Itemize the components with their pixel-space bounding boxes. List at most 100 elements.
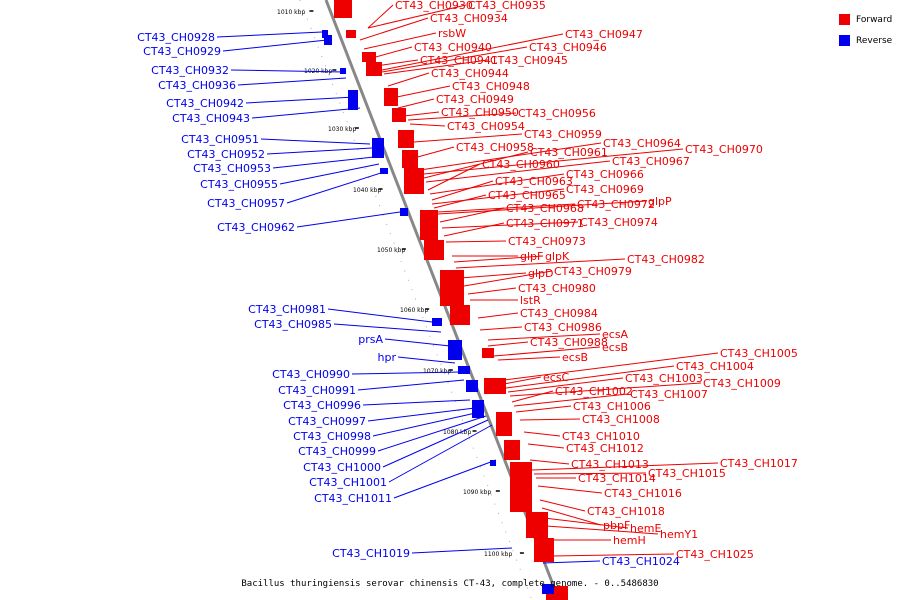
forward-leader-line <box>531 462 719 471</box>
reverse-gene-block <box>324 35 332 45</box>
forward-gene-label: CT43_CH0963 <box>495 175 573 188</box>
forward-gene-label: ecsA <box>602 328 629 341</box>
reverse-gene-label: CT43_CH0962 <box>217 221 295 234</box>
forward-gene-label: ecsB <box>562 351 588 364</box>
forward-gene-label: CT43_CH0949 <box>436 93 514 106</box>
reverse-leader-line <box>388 424 493 483</box>
reverse-gene-label: CT43_CH0952 <box>187 148 265 161</box>
reverse-leader-line <box>279 163 380 185</box>
forward-leader-line <box>539 499 586 512</box>
reverse-leader-line <box>327 308 433 323</box>
forward-gene-label: CT43_CH0948 <box>452 80 530 93</box>
reverse-leader-line <box>384 338 451 347</box>
forward-gene-block <box>450 305 470 325</box>
forward-leader-line <box>387 72 430 87</box>
forward-gene-block <box>334 0 352 18</box>
forward-gene-label: CT43_CH0971 <box>506 217 584 230</box>
forward-gene-label: pbpF <box>603 519 630 532</box>
reverse-gene-label: CT43_CH0951 <box>181 133 259 146</box>
reverse-leader-line <box>382 419 489 468</box>
forward-gene-block <box>420 210 438 240</box>
forward-leader-line <box>537 485 603 494</box>
forward-leader-line <box>375 59 419 67</box>
forward-gene-block <box>424 240 444 260</box>
reverse-leader-line <box>260 138 371 145</box>
forward-gene-label: CT43_CH0970 <box>685 143 763 156</box>
forward-gene-label: CT43_CH0965 <box>488 189 566 202</box>
reverse-gene-label: CT43_CH0996 <box>283 399 361 412</box>
reverse-gene-label: hpr <box>378 351 397 364</box>
forward-gene-block <box>504 440 520 460</box>
forward-leader-line <box>511 390 554 403</box>
forward-leader-line <box>397 98 435 109</box>
gene-features <box>322 0 568 600</box>
forward-gene-label: CT43_CH0954 <box>447 120 525 133</box>
scale-label: 1060 kbp <box>400 307 428 314</box>
scale-label: 1050 kbp <box>377 247 405 254</box>
forward-gene-label: CT43_CH1003 <box>625 372 703 385</box>
reverse-gene-label: CT43_CH0929 <box>143 45 221 58</box>
forward-leader-line <box>439 207 505 223</box>
reverse-gene-block <box>490 460 496 466</box>
forward-gene-label: CT43_CH1014 <box>578 472 656 485</box>
forward-gene-label: CT43_CH0967 <box>612 155 690 168</box>
forward-gene-label: CT43_CH0960 <box>482 158 560 171</box>
reverse-leader-line <box>272 156 375 169</box>
forward-leader-line <box>551 553 675 557</box>
forward-leader-line <box>497 356 561 361</box>
forward-leader-line <box>503 352 719 381</box>
forward-gene-label: CT43_CH0980 <box>518 282 596 295</box>
forward-leader-line <box>367 4 394 29</box>
forward-gene-label: CT43_CH0988 <box>530 336 608 349</box>
forward-leader-line <box>429 173 565 195</box>
forward-gene-label: CT43_CH1008 <box>582 413 660 426</box>
reverse-gene-label: CT43_CH0955 <box>200 178 278 191</box>
forward-leader-line <box>527 443 565 449</box>
forward-leader-line <box>505 365 675 389</box>
forward-leader-line <box>523 431 561 437</box>
reverse-leader-line <box>393 459 497 499</box>
forward-gene-label: CT43_CH0986 <box>524 321 602 334</box>
forward-gene-block <box>384 88 398 106</box>
reverse-leader-line <box>245 96 356 104</box>
forward-gene-label: CT43_CH1012 <box>566 442 644 455</box>
forward-leader-line <box>431 188 565 205</box>
forward-leader-line <box>413 146 455 159</box>
forward-leader-line <box>403 111 440 117</box>
forward-gene-label: CT43_CH0947 <box>565 28 643 41</box>
forward-gene-block <box>366 62 382 76</box>
forward-gene-label: CT43_CH1010 <box>562 430 640 443</box>
reverse-gene-label: CT43_CH1011 <box>314 492 392 505</box>
forward-leader-line <box>507 377 624 393</box>
reverse-leader-line <box>237 77 347 86</box>
forward-leader-line <box>445 240 507 243</box>
reverse-leader-line <box>230 69 345 73</box>
reverse-leader-line <box>411 547 513 554</box>
forward-gene-label: CT43_CH1004 <box>676 360 754 373</box>
forward-gene-label: CT43_CH0945 <box>490 54 568 67</box>
forward-gene-label: CT43_CH0956 <box>518 107 596 120</box>
reverse-gene-label: CT43_CH0997 <box>288 415 366 428</box>
reverse-leader-line <box>266 147 373 155</box>
scale-label: 1100 kbp <box>484 551 512 558</box>
forward-gene-label: CT43_CH1002 <box>555 385 633 398</box>
forward-gene-block <box>484 378 506 394</box>
forward-leader-line <box>407 112 517 121</box>
forward-leader-line <box>463 270 553 287</box>
forward-gene-label: glpP <box>648 195 672 208</box>
forward-leader-line <box>437 200 647 215</box>
legend-forward-swatch <box>839 14 850 25</box>
reverse-leader-line <box>372 411 481 437</box>
scale-label: 1010 kbp <box>277 9 305 16</box>
forward-gene-label: CT43_CH0979 <box>554 265 632 278</box>
forward-gene-label: CT43_CH0973 <box>508 235 586 248</box>
reverse-leader-line <box>216 31 323 38</box>
forward-gene-label: CT43_CH1015 <box>648 467 726 480</box>
reverse-leader-line <box>222 39 328 52</box>
forward-leader-line <box>427 163 481 191</box>
forward-gene-label: CT43_CH0982 <box>627 253 705 266</box>
forward-leader-line <box>359 17 429 41</box>
